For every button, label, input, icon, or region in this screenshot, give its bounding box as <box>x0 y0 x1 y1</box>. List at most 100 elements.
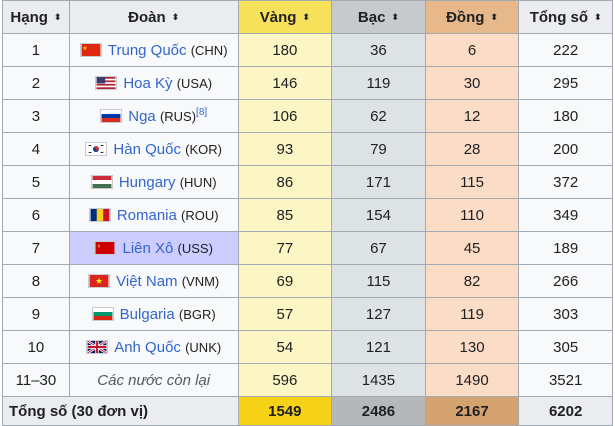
header-gold-label: Vàng <box>259 8 297 26</box>
header-rank-label: Hạng <box>10 8 48 26</box>
ussr-flag-icon <box>94 240 117 255</box>
header-team-label: Đoàn <box>128 8 166 26</box>
footer-gold: 1549 <box>237 396 333 426</box>
team-cell: Romania (ROU) <box>68 198 239 232</box>
country-code: (HUN) <box>179 174 217 190</box>
sort-icon[interactable]: ⬍ <box>594 12 602 23</box>
bronze-cell: 12 <box>424 99 520 133</box>
rank-cell: 4 <box>2 132 70 166</box>
sort-icon[interactable]: ⬍ <box>490 12 498 23</box>
country-code: (USS) <box>177 240 213 256</box>
korea-flag-icon <box>85 141 108 156</box>
table-row: 9 Bulgaria (BGR) 57 127 119 303 <box>2 297 613 331</box>
team-cell: Việt Nam (VNM) <box>68 264 239 298</box>
footer-bronze: 2167 <box>424 396 520 426</box>
footnote-link[interactable]: [8] <box>196 107 208 118</box>
total-cell: 180 <box>518 99 613 133</box>
china-flag-icon <box>79 42 102 57</box>
gold-cell: 57 <box>237 297 333 331</box>
country-link[interactable]: Anh Quốc <box>114 338 181 356</box>
sort-icon[interactable]: ⬍ <box>53 12 62 23</box>
country-code: (BGR) <box>178 306 216 322</box>
gold-cell: 69 <box>237 264 333 298</box>
country-code: (UNK) <box>185 339 222 355</box>
rank-cell: 10 <box>2 330 70 364</box>
footer-total: 6202 <box>518 396 613 426</box>
team-cell: Trung Quốc (CHN) <box>68 33 239 67</box>
uk-flag-icon <box>86 339 109 354</box>
silver-cell: 67 <box>331 231 426 265</box>
header-total[interactable]: Tổng số ⬍ <box>518 0 613 34</box>
russia-flag-icon <box>100 109 123 123</box>
country-link[interactable]: Nga <box>128 108 156 125</box>
total-cell: 266 <box>518 264 613 298</box>
country-code: (CHN) <box>190 42 228 58</box>
header-bronze[interactable]: Đồng ⬍ <box>424 0 520 34</box>
table-row: 3 Nga (RUS)[8] 106 62 12 180 <box>2 99 613 133</box>
country-link[interactable]: Việt Nam <box>116 272 178 290</box>
silver-cell: 154 <box>331 198 426 232</box>
rest-label: Các nước còn lại <box>97 371 211 389</box>
country-link[interactable]: Hoa Kỳ <box>123 74 173 92</box>
rank-cell: 3 <box>2 99 70 133</box>
romania-flag-icon <box>88 207 111 222</box>
footer-total-label: Tổng số (30 đơn vị) <box>2 396 239 426</box>
vietnam-flag-icon <box>88 273 111 288</box>
gold-cell: 54 <box>237 330 333 364</box>
rank-cell: 1 <box>2 33 70 67</box>
rank-cell: 8 <box>2 264 70 298</box>
gold-cell: 85 <box>237 198 333 232</box>
header-gold[interactable]: Vàng ⬍ <box>237 0 333 34</box>
sort-icon[interactable]: ⬍ <box>302 12 310 23</box>
team-cell: Liên Xô (USS) <box>68 231 239 265</box>
team-cell: Các nước còn lại <box>68 363 239 397</box>
team-cell: Hungary (HUN) <box>68 165 239 199</box>
country-link[interactable]: Bulgaria <box>119 305 175 323</box>
header-silver[interactable]: Bạc ⬍ <box>331 0 426 34</box>
total-cell: 305 <box>518 330 613 364</box>
rank-cell: 6 <box>2 198 70 232</box>
usa-flag-icon <box>95 75 118 90</box>
header-team[interactable]: Đoàn ⬍ <box>68 0 239 34</box>
bronze-cell: 115 <box>424 165 520 199</box>
footer-silver: 2486 <box>331 396 426 426</box>
silver-cell: 1435 <box>331 363 426 397</box>
bronze-cell: 119 <box>424 297 520 331</box>
team-cell: Nga (RUS)[8] <box>68 99 239 133</box>
country-code: (USA) <box>176 75 213 91</box>
total-cell: 189 <box>518 231 613 265</box>
bronze-cell: 45 <box>424 231 520 265</box>
country-link[interactable]: Hungary <box>118 173 176 191</box>
silver-cell: 127 <box>331 297 426 331</box>
gold-cell: 146 <box>237 66 333 100</box>
table-row: 4 Hàn Quốc (KOR) 93 79 28 200 <box>2 132 613 166</box>
table-row: 6 Romania (ROU) 85 154 110 349 <box>2 198 613 232</box>
table-row: 2 Hoa Kỳ (USA) 146 119 30 295 <box>2 66 613 100</box>
silver-cell: 62 <box>331 99 426 133</box>
team-cell: Anh Quốc (UNK) <box>68 330 239 364</box>
sort-icon[interactable]: ⬍ <box>171 12 180 23</box>
table-row: 10 Anh Quốc (UNK) 54 121 130 305 <box>2 330 613 364</box>
bronze-cell: 110 <box>424 198 520 232</box>
rank-cell: 2 <box>2 66 70 100</box>
gold-cell: 86 <box>237 165 333 199</box>
gold-cell: 77 <box>237 231 333 265</box>
rank-cell: 5 <box>2 165 70 199</box>
gold-cell: 106 <box>237 99 333 133</box>
sort-icon[interactable]: ⬍ <box>391 12 399 23</box>
silver-cell: 171 <box>331 165 426 199</box>
hungary-flag-icon <box>90 174 113 189</box>
bronze-cell: 1490 <box>424 363 520 397</box>
table-row: 8 Việt Nam (VNM) 69 115 82 266 <box>2 264 613 298</box>
country-link[interactable]: Liên Xô <box>122 239 174 257</box>
country-code: (KOR) <box>185 141 222 157</box>
country-link[interactable]: Romania <box>116 206 177 224</box>
country-link[interactable]: Trung Quốc <box>107 41 187 59</box>
total-cell: 303 <box>518 297 613 331</box>
country-link[interactable]: Hàn Quốc <box>113 140 181 158</box>
header-rank[interactable]: Hạng ⬍ <box>2 0 70 34</box>
header-row: Hạng ⬍ Đoàn ⬍ Vàng ⬍ Bạc ⬍ Đồng ⬍ Tổng số ⬍ <box>2 0 613 34</box>
gold-cell: 93 <box>237 132 333 166</box>
silver-cell: 115 <box>331 264 426 298</box>
